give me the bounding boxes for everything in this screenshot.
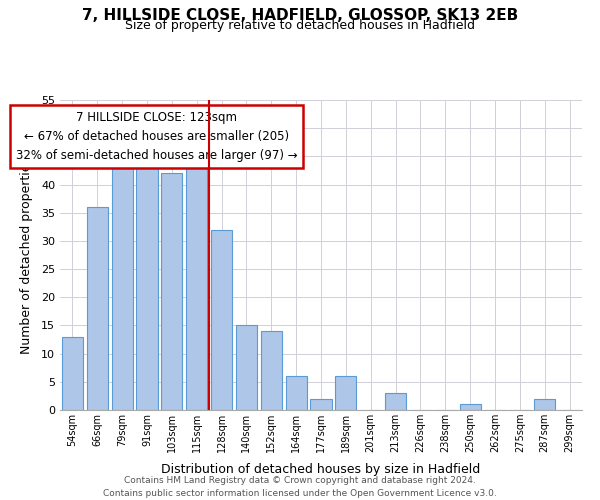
- Bar: [211, 230, 232, 410]
- Bar: [335, 376, 356, 410]
- Bar: [87, 207, 108, 410]
- Bar: [186, 156, 207, 410]
- Text: 7, HILLSIDE CLOSE, HADFIELD, GLOSSOP, SK13 2EB: 7, HILLSIDE CLOSE, HADFIELD, GLOSSOP, SK…: [82, 8, 518, 22]
- Bar: [136, 150, 158, 410]
- Bar: [460, 404, 481, 410]
- Text: 7 HILLSIDE CLOSE: 123sqm
← 67% of detached houses are smaller (205)
32% of semi-: 7 HILLSIDE CLOSE: 123sqm ← 67% of detach…: [16, 111, 298, 162]
- Y-axis label: Number of detached properties: Number of detached properties: [20, 156, 32, 354]
- Bar: [62, 336, 83, 410]
- Text: Contains HM Land Registry data © Crown copyright and database right 2024.
Contai: Contains HM Land Registry data © Crown c…: [103, 476, 497, 498]
- Bar: [310, 398, 332, 410]
- Bar: [236, 326, 257, 410]
- Bar: [161, 174, 182, 410]
- Bar: [261, 331, 282, 410]
- Bar: [286, 376, 307, 410]
- Text: Size of property relative to detached houses in Hadfield: Size of property relative to detached ho…: [125, 19, 475, 32]
- Bar: [385, 393, 406, 410]
- X-axis label: Distribution of detached houses by size in Hadfield: Distribution of detached houses by size …: [161, 464, 481, 476]
- Bar: [534, 398, 555, 410]
- Bar: [112, 168, 133, 410]
